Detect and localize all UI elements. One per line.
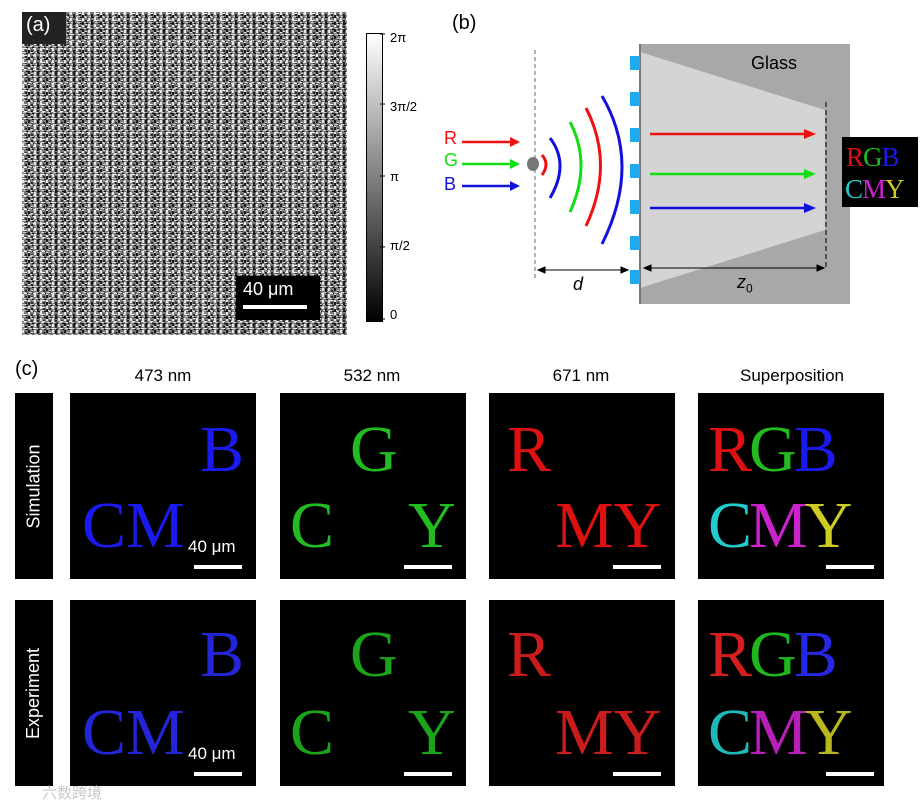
colorbar-tick-pi: π	[390, 169, 399, 184]
target-image-cmy: CMY	[845, 174, 905, 205]
exp-473-scalebar	[194, 772, 242, 776]
panel-a-scalebar-label: 40 μm	[243, 279, 294, 299]
column-header-473: 473 nm	[134, 366, 192, 385]
target-g: G	[863, 142, 882, 172]
colorbar-tick-3pi2: 3π/2	[390, 99, 418, 114]
glyph-g: G	[350, 413, 398, 486]
glyph-cm: CM	[82, 489, 185, 562]
phase-map	[22, 12, 347, 335]
column-header-671: 671 nm	[552, 366, 610, 385]
colorbar-ticks	[380, 33, 385, 320]
colorbar-tick-2pi: 2π	[390, 30, 407, 45]
distance-z-subscript: 0	[746, 281, 753, 296]
exp-473-scalebar-label: 40 μm	[188, 744, 236, 763]
colorbar-tick-pi2: π/2	[390, 238, 410, 253]
glyph-y: Y	[408, 489, 456, 562]
input-label-r: R	[444, 128, 457, 148]
exp-473-tile: B CM 40 μm	[70, 600, 256, 786]
setup-diagram	[462, 44, 850, 304]
glyph-c: C	[290, 489, 335, 562]
glyph-rgb: RGB	[708, 618, 838, 691]
sim-473-scalebar	[194, 565, 242, 569]
sim-superposition-scalebar	[826, 565, 874, 569]
sim-532-tile: G C Y	[280, 393, 466, 579]
sim-671-tile: R MY	[489, 393, 675, 579]
exp-superposition-tile: RGB CMY	[698, 600, 884, 786]
exp-532-tile: G C Y	[280, 600, 466, 786]
panel-a-scalebar-box	[236, 276, 320, 320]
glyph-my: MY	[555, 489, 662, 562]
column-header-532: 532 nm	[343, 366, 401, 385]
distance-d-label: d	[573, 274, 584, 294]
panel-c-label: (c)	[15, 358, 39, 380]
panel-a-label: (a)	[26, 14, 51, 36]
metasurface-pillars	[630, 56, 640, 284]
glyph-g: G	[350, 618, 398, 691]
glyph-c: C	[290, 696, 335, 769]
column-header-superposition: Superposition	[740, 366, 844, 385]
glyph-b: B	[200, 413, 245, 486]
glyph-cmy: CMY	[708, 696, 852, 769]
sim-671-scalebar	[613, 565, 661, 569]
glyph-cm: CM	[82, 696, 185, 769]
glass-label: Glass	[751, 53, 798, 73]
glyph-y: Y	[408, 696, 456, 769]
exp-532-scalebar	[404, 772, 452, 776]
row-header-experiment-text: Experiment	[23, 647, 44, 739]
light-cone	[640, 52, 825, 288]
glyph-cmy: CMY	[708, 489, 852, 562]
glyph-r: R	[507, 413, 552, 486]
sim-473-tile: B CM 40 μm	[70, 393, 256, 579]
colorbar-tick-0: 0	[390, 307, 398, 322]
distance-z0-label: z0	[737, 272, 753, 296]
exp-671-scalebar	[613, 772, 661, 776]
input-label-b: B	[444, 174, 457, 194]
target-m: M	[862, 174, 886, 204]
panel-a-label-box	[22, 12, 66, 44]
sim-473-scalebar-label: 40 μm	[188, 537, 236, 556]
exp-671-tile: R MY	[489, 600, 675, 786]
sim-532-scalebar	[404, 565, 452, 569]
panel-a-scalebar	[243, 305, 307, 309]
sim-superposition-tile: RGB CMY	[698, 393, 884, 579]
target-b: B	[881, 142, 900, 172]
panel-b-label: (b)	[452, 12, 477, 34]
row-header-simulation-text: Simulation	[23, 443, 44, 529]
target-c: C	[845, 174, 863, 204]
row-header-experiment: Experiment	[15, 600, 53, 786]
glyph-rgb: RGB	[708, 413, 838, 486]
target-image-rgb: RGB	[846, 142, 900, 173]
glyph-b: B	[200, 618, 245, 691]
target-image	[842, 137, 918, 207]
exp-superposition-scalebar	[826, 772, 874, 776]
watermark: 六数跨境	[42, 785, 103, 802]
target-r: R	[846, 142, 864, 172]
row-header-simulation: Simulation	[15, 393, 53, 579]
glyph-my: MY	[555, 696, 662, 769]
colorbar	[366, 33, 383, 322]
input-label-g: G	[444, 150, 459, 170]
glyph-r: R	[507, 618, 552, 691]
target-y: Y	[885, 174, 904, 204]
distance-z-label: z	[737, 272, 746, 292]
